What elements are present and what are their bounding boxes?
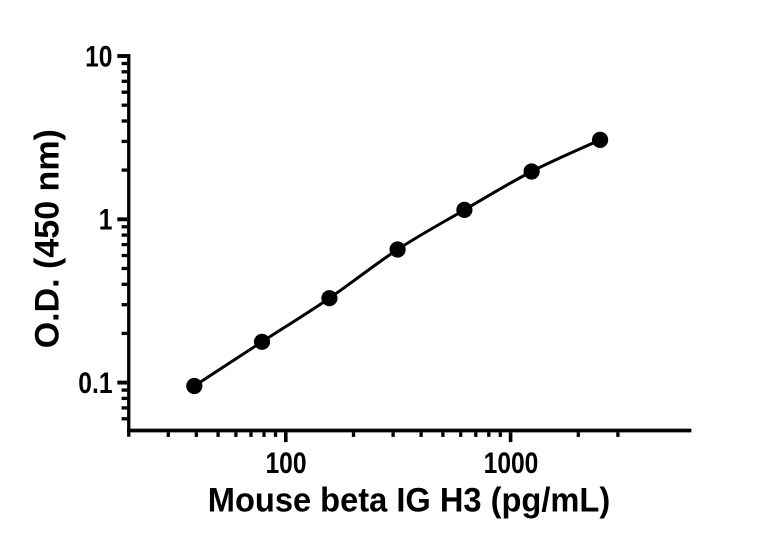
svg-text:10: 10 <box>85 39 112 73</box>
svg-text:1000: 1000 <box>484 446 539 480</box>
svg-text:Mouse beta IG H3 (pg/mL): Mouse beta IG H3 (pg/mL) <box>208 482 610 520</box>
svg-text:100: 100 <box>265 446 306 480</box>
svg-text:1: 1 <box>99 202 113 236</box>
svg-text:0.1: 0.1 <box>78 366 112 400</box>
svg-text:O.D. (450 nm): O.D. (450 nm) <box>29 129 67 348</box>
